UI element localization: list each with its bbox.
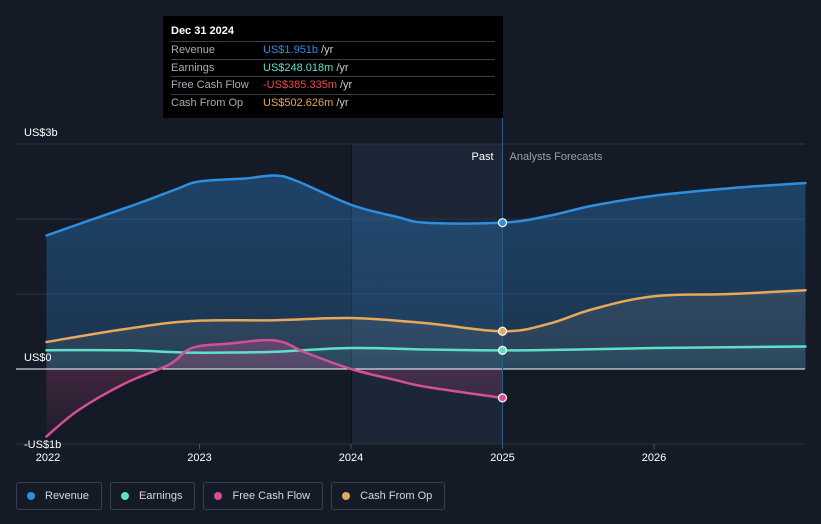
x-tick-label: 2026 (642, 452, 666, 464)
y-axis-label: -US$1b (24, 439, 61, 451)
tooltip-label: Revenue (171, 44, 216, 56)
x-tick-label: 2023 (187, 452, 211, 464)
tooltip-row-free-cash-flow: Free Cash Flow -US$385.335m /yr (171, 77, 495, 95)
tooltip-value: US$502.626m (263, 96, 334, 109)
series-area-free-cash-flow (46, 340, 503, 437)
legend-item-cash-from-op[interactable]: Cash From Op (331, 482, 446, 510)
data-point-earnings (497, 345, 508, 355)
legend-dot-icon (121, 492, 130, 500)
legend-dot-icon (214, 492, 223, 500)
legend-label: Cash From Op (360, 490, 433, 502)
data-point-free-cash-flow (497, 393, 508, 403)
tooltip-value: US$1.951b (263, 44, 319, 56)
region-label-past: Past (471, 151, 493, 163)
tooltip-date: Dec 31 2024 (171, 24, 495, 42)
series-line-cash-from-op (45, 289, 807, 344)
region-label-forecast: Analysts Forecasts (510, 151, 603, 163)
tooltip-value: -US$385.335m (263, 79, 337, 91)
tooltip-label: Earnings (171, 61, 215, 74)
tooltip-unit: /yr (321, 44, 334, 56)
legend-label: Free Cash Flow (232, 490, 311, 502)
tooltip-label: Cash From Op (171, 96, 244, 109)
data-tooltip: Dec 31 2024 Revenue US$1.951b /yr Earnin… (163, 16, 503, 118)
tooltip-unit: /yr (336, 61, 349, 74)
series-line-free-cash-flow (45, 338, 504, 438)
tooltip-row-earnings: Earnings US$248.018m /yr (171, 60, 495, 77)
y-axis-label: US$0 (24, 352, 52, 364)
legend-item-earnings[interactable]: Earnings (110, 482, 196, 510)
chart-canvas: 2022 2023 2024 2025 2026 US$3b US$0 -US$1b Past A… (16, 118, 807, 464)
x-tick-label: 2022 (36, 452, 60, 464)
series-line-revenue (45, 174, 807, 237)
legend-label: Earnings (139, 490, 183, 502)
legend-label: Revenue (45, 490, 90, 502)
tooltip-row-revenue: Revenue US$1.951b /yr (171, 42, 495, 60)
x-tick-label: 2024 (339, 452, 363, 464)
tooltip-row-cash-from-op: Cash From Op US$502.626m /yr (171, 95, 495, 113)
legend-dot-icon (27, 492, 35, 500)
legend-dot-icon (342, 492, 351, 500)
y-axis-label: US$3b (24, 127, 58, 139)
data-point-revenue (497, 218, 508, 228)
tooltip-label: Free Cash Flow (171, 79, 249, 91)
x-tick-label: 2025 (490, 452, 514, 464)
legend-item-free-cash-flow[interactable]: Free Cash Flow (203, 482, 324, 510)
tooltip-value: US$248.018m (263, 61, 334, 74)
tooltip-unit: /yr (340, 79, 353, 91)
tooltip-unit: /yr (336, 96, 349, 109)
data-point-cash-from-op (497, 326, 508, 336)
series-line-earnings (45, 345, 807, 354)
legend-item-revenue[interactable]: Revenue (16, 482, 103, 510)
chart-legend: Revenue Earnings Free Cash Flow Cash Fro… (16, 482, 446, 510)
